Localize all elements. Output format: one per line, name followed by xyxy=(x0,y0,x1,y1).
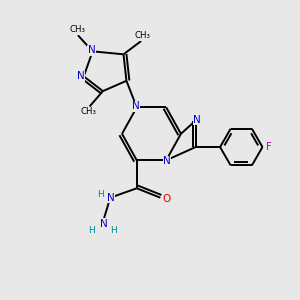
Text: H: H xyxy=(98,190,104,199)
Text: N: N xyxy=(77,71,85,81)
Text: N: N xyxy=(107,193,115,203)
Text: H: H xyxy=(110,226,117,235)
Text: CH₃: CH₃ xyxy=(135,31,151,40)
Text: F: F xyxy=(266,142,272,152)
Text: N: N xyxy=(163,156,171,166)
Text: N: N xyxy=(132,101,140,111)
Text: N: N xyxy=(193,115,201,125)
Text: N: N xyxy=(100,219,107,229)
Text: CH₃: CH₃ xyxy=(70,26,86,34)
Text: N: N xyxy=(88,46,96,56)
Text: CH₃: CH₃ xyxy=(80,107,96,116)
Text: O: O xyxy=(162,194,170,204)
Text: H: H xyxy=(88,226,94,235)
